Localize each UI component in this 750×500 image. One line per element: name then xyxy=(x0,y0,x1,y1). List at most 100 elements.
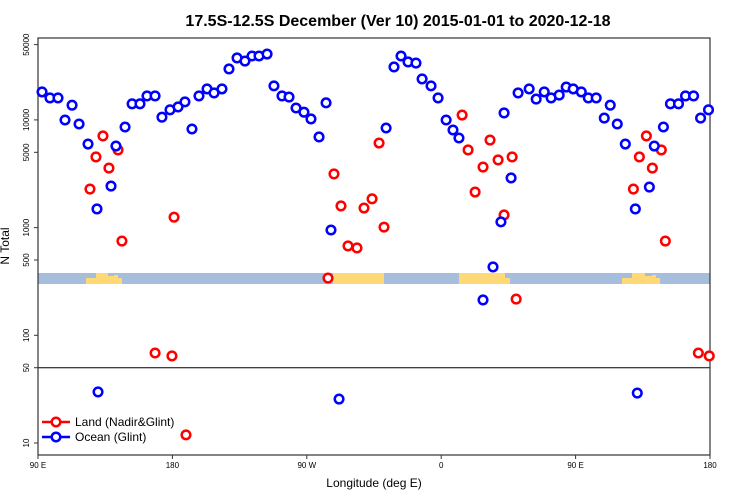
land-point xyxy=(366,193,378,205)
ocean-point xyxy=(193,90,205,102)
ocean-point xyxy=(73,118,85,130)
ocean-point xyxy=(512,87,524,99)
ocean-point xyxy=(105,180,117,192)
ocean-point xyxy=(453,132,465,144)
ocean-point xyxy=(575,86,587,98)
land-point xyxy=(492,154,504,166)
ocean-point xyxy=(36,86,48,98)
y-tick-label: 10000 xyxy=(22,108,31,131)
ocean-point xyxy=(416,73,428,85)
ocean-point xyxy=(440,114,452,126)
legend-item-land: Land (Nadir&Glint) xyxy=(42,415,174,429)
land-strip xyxy=(656,278,660,284)
land-point xyxy=(640,130,652,142)
ocean-point xyxy=(672,98,685,110)
y-axis-label: N Total xyxy=(0,227,12,264)
y-tick-label: 10 xyxy=(22,438,31,447)
y-tick-label: 50000 xyxy=(22,33,31,56)
x-tick-label: 0 xyxy=(439,461,444,470)
y-tick-label: 1000 xyxy=(22,218,31,236)
land-point xyxy=(484,134,496,146)
ocean-point xyxy=(325,224,337,236)
ocean-point xyxy=(631,387,643,399)
x-tick-label: 90 E xyxy=(30,461,46,470)
ocean-point xyxy=(149,90,161,102)
ocean-point xyxy=(523,83,535,95)
ocean-point xyxy=(134,98,146,110)
ocean-point xyxy=(553,89,565,101)
x-tick-label: 90 W xyxy=(297,461,316,470)
legend-label-ocean: Ocean (Glint) xyxy=(75,430,146,444)
ocean-point xyxy=(298,106,310,118)
legend: Land (Nadir&Glint) Ocean (Glint) xyxy=(42,415,174,444)
land-point xyxy=(627,183,639,195)
ocean-point xyxy=(505,172,517,184)
ocean-point xyxy=(186,123,198,135)
chart-title: 17.5S-12.5S December (Ver 10) 2015-01-01… xyxy=(185,13,610,30)
ocean-point xyxy=(333,393,345,405)
land-point xyxy=(510,293,522,305)
land-point xyxy=(456,109,468,121)
land-point xyxy=(166,350,178,362)
ocean-point xyxy=(648,140,660,152)
ocean-point xyxy=(283,91,295,103)
legend-item-ocean: Ocean (Glint) xyxy=(42,430,146,444)
ocean-point xyxy=(305,113,317,125)
ocean-point xyxy=(223,63,235,75)
x-tick-label: 180 xyxy=(166,461,180,470)
y-tick-label: 50 xyxy=(22,363,31,372)
ocean-point xyxy=(395,50,407,62)
land-point xyxy=(322,272,334,284)
land-point xyxy=(97,130,109,142)
ocean-point xyxy=(92,386,104,398)
land-point xyxy=(506,151,518,163)
ocean-point xyxy=(156,111,168,123)
ocean-point xyxy=(388,61,400,73)
ocean-point xyxy=(66,99,78,111)
ocean-point xyxy=(538,86,550,98)
ocean-point xyxy=(530,93,542,105)
ocean-point xyxy=(604,99,616,111)
land-point xyxy=(692,347,704,359)
ocean-point xyxy=(119,121,131,133)
data-points xyxy=(36,48,715,441)
land-strip xyxy=(459,273,505,284)
land-strip xyxy=(114,275,118,284)
map-strip xyxy=(38,273,710,284)
ocean-point xyxy=(216,83,228,95)
land-point xyxy=(149,347,161,359)
land-strip xyxy=(652,275,656,284)
ocean-point xyxy=(702,104,715,116)
ocean-point xyxy=(52,92,64,104)
ocean-point xyxy=(611,118,623,130)
land-point xyxy=(335,200,347,212)
land-point xyxy=(358,202,370,214)
x-tick-label: 180 xyxy=(703,461,717,470)
ocean-point xyxy=(629,203,641,215)
ocean-point xyxy=(91,203,103,215)
legend-label-land: Land (Nadir&Glint) xyxy=(75,415,174,429)
ocean-point xyxy=(59,114,71,126)
x-tick-label: 90 E xyxy=(567,461,583,470)
ocean-point xyxy=(380,122,392,134)
land-point xyxy=(328,168,340,180)
ocean-point xyxy=(688,90,700,102)
land-strip xyxy=(505,278,510,284)
ocean-point xyxy=(695,112,707,124)
ocean-point xyxy=(498,107,510,119)
land-point xyxy=(116,235,128,247)
land-point xyxy=(90,151,102,163)
land-point xyxy=(351,242,363,254)
land-strip xyxy=(622,278,632,284)
land-point xyxy=(659,235,671,247)
land-point xyxy=(703,350,715,362)
ocean-point xyxy=(425,80,437,92)
land-point xyxy=(180,429,192,441)
land-strip xyxy=(96,273,108,284)
y-tick-label: 100 xyxy=(22,328,31,342)
land-point xyxy=(469,186,481,198)
ocean-point xyxy=(320,97,332,109)
land-point xyxy=(373,137,385,149)
land-point xyxy=(462,144,474,156)
